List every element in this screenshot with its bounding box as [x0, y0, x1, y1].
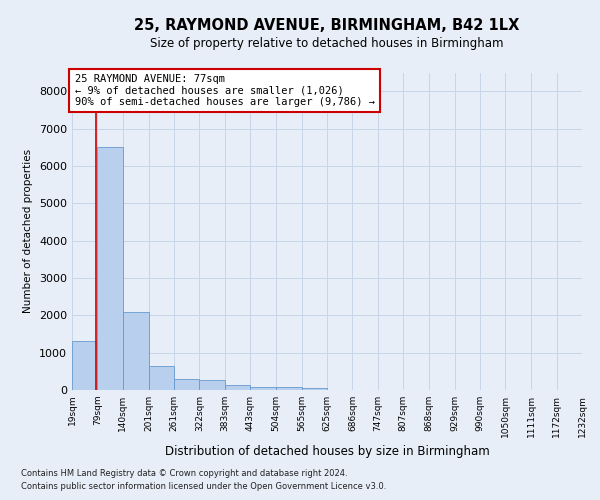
Bar	[97, 147, 123, 390]
Bar	[225, 385, 250, 390]
Text: Contains HM Land Registry data © Crown copyright and database right 2024.: Contains HM Land Registry data © Crown c…	[21, 468, 347, 477]
Y-axis label: Number of detached properties: Number of detached properties	[23, 149, 34, 314]
Bar	[199, 380, 225, 390]
Bar	[302, 388, 327, 390]
Bar	[276, 387, 302, 390]
Text: Size of property relative to detached houses in Birmingham: Size of property relative to detached ho…	[150, 38, 504, 51]
Bar	[174, 379, 199, 390]
Bar	[123, 312, 149, 390]
Text: 25 RAYMOND AVENUE: 77sqm
← 9% of detached houses are smaller (1,026)
90% of semi: 25 RAYMOND AVENUE: 77sqm ← 9% of detache…	[74, 74, 374, 108]
Bar	[72, 342, 97, 390]
X-axis label: Distribution of detached houses by size in Birmingham: Distribution of detached houses by size …	[164, 446, 490, 458]
Bar	[250, 387, 276, 390]
Text: Contains public sector information licensed under the Open Government Licence v3: Contains public sector information licen…	[21, 482, 386, 491]
Text: 25, RAYMOND AVENUE, BIRMINGHAM, B42 1LX: 25, RAYMOND AVENUE, BIRMINGHAM, B42 1LX	[134, 18, 520, 32]
Bar	[149, 366, 174, 390]
